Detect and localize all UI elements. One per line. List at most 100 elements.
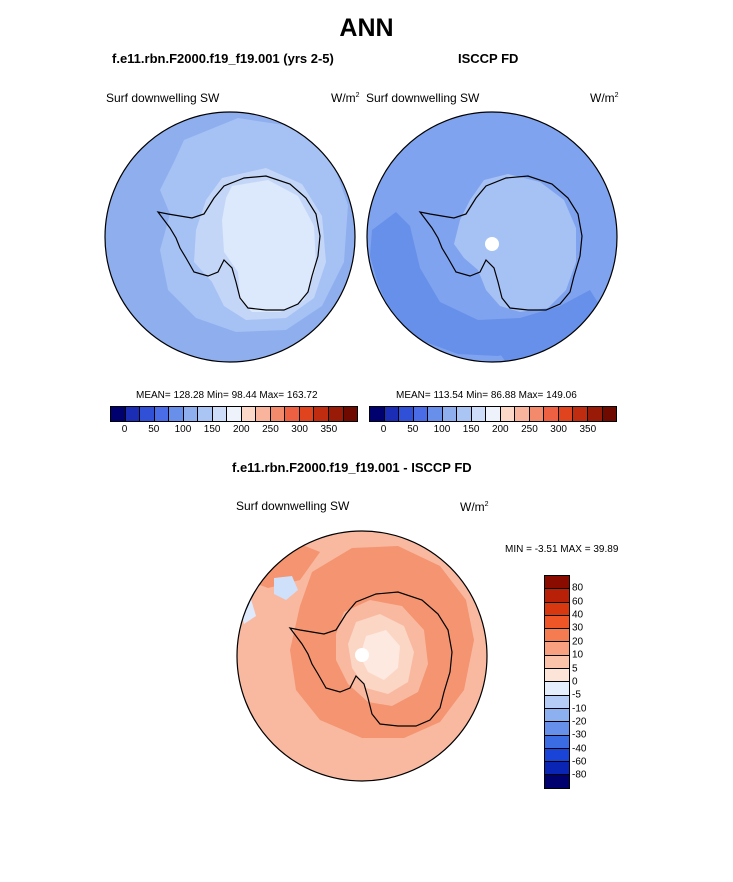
model-colorbar-swatch (111, 407, 126, 421)
obs-colorbar-swatch (370, 407, 385, 421)
obs-colorbar-swatch (413, 407, 429, 421)
model-colorbar-ticks: 0 50 100 150 200 250 300 350 (110, 424, 356, 438)
obs-colorbar-swatch (602, 407, 617, 421)
model-colorbar-swatch (198, 407, 213, 421)
diff-colorbar-swatch (545, 576, 569, 590)
model-colorbar-swatch (299, 407, 315, 421)
obs-colorbar-tick-label: 350 (579, 424, 597, 435)
diff-center-whitish (360, 630, 400, 680)
diff-colorbar-level-label: 20 (572, 636, 584, 648)
obs-colorbar-swatch (573, 407, 588, 421)
obs-colorbar-tick-label: 250 (521, 424, 538, 435)
diff-colorbar-swatch (545, 615, 569, 630)
diff-neg-patch (274, 576, 298, 600)
model-colorbar-tick-label: 350 (320, 424, 338, 435)
model-coastline (156, 175, 321, 311)
diff-colorbar-level-label: -5 (572, 689, 581, 701)
diff-colorbar-level-label: -30 (572, 729, 587, 741)
model-variable-label: Surf downwelling SW (106, 91, 220, 105)
obs-colorbar-swatch (486, 407, 501, 421)
figure-title: ANN (339, 14, 394, 42)
diff-colorbar-level-label: 40 (572, 609, 584, 621)
obs-colorbar-swatch (471, 407, 487, 421)
diff-colorbar-swatch (545, 735, 569, 749)
diff-colorbar (544, 575, 570, 789)
model-colorbar-swatch (256, 407, 271, 421)
model-colorbar-swatch (270, 407, 286, 421)
obs-colorbar-tick-label: 50 (407, 424, 419, 435)
obs-colorbar (369, 406, 617, 422)
diff-pole-hole (355, 648, 369, 662)
diff-units-label: W/m2 (460, 500, 489, 514)
model-colorbar-swatch (154, 407, 170, 421)
diff-colorbar-swatch (545, 629, 569, 643)
model-colorbar-swatch (328, 407, 344, 421)
diff-colorbar-swatch (545, 589, 569, 603)
obs-colorbar-swatch (442, 407, 458, 421)
obs-coastline (418, 175, 583, 311)
diff-colorbar-swatch (545, 708, 569, 723)
diff-colorbar-swatch (545, 695, 569, 709)
obs-units-label: W/m2 (590, 91, 619, 105)
diff-colorbar-level-label: 10 (572, 649, 584, 661)
obs-colorbar-swatch (399, 407, 414, 421)
diff-colorbar-swatch (545, 642, 569, 656)
diff-colorbar-swatch (545, 602, 569, 616)
diff-colorbar-swatch (545, 655, 569, 670)
diff-colorbar-swatch (545, 722, 569, 736)
obs-colorbar-tick-label: 0 (380, 424, 387, 435)
model-panel-title: f.e11.rbn.F2000.f19_f19.001 (yrs 2-5) (112, 51, 334, 66)
obs-colorbar-swatch (428, 407, 443, 421)
model-stats: MEAN= 128.28 Min= 98.44 Max= 163.72 (136, 390, 318, 401)
diff-panel-title: f.e11.rbn.F2000.f19_f19.001 - ISCCP FD (232, 460, 472, 475)
obs-dark-band (370, 212, 600, 356)
obs-colorbar-swatch (544, 407, 559, 421)
obs-colorbar-ticks: 0 50 100 150 200 250 300 350 (369, 424, 615, 438)
model-colorbar-swatch (212, 407, 228, 421)
obs-colorbar-tick-label: 100 (433, 424, 451, 435)
model-colorbar-tick-label: 100 (174, 424, 192, 435)
obs-colorbar-swatch (500, 407, 516, 421)
model-colorbar-swatch (314, 407, 329, 421)
diff-colorbar-swatch (545, 762, 569, 776)
model-colorbar-swatch (183, 407, 199, 421)
diff-colorbar-swatch (545, 669, 569, 683)
obs-colorbar-tick-label: 200 (491, 424, 509, 435)
obs-colorbar-swatch (558, 407, 574, 421)
diff-colorbar-level-label: 30 (572, 622, 584, 634)
model-colorbar-swatch (285, 407, 300, 421)
diff-colorbar-swatch (545, 775, 569, 788)
model-colorbar-tick-label: 200 (232, 424, 250, 435)
diff-colorbar-level-label: -80 (572, 769, 587, 781)
obs-colorbar-swatch (529, 407, 545, 421)
obs-dark-band-2 (494, 316, 598, 362)
obs-colorbar-swatch (515, 407, 530, 421)
diff-colorbar-level-label: -20 (572, 716, 587, 728)
model-colorbar-swatch (241, 407, 257, 421)
obs-light-region (454, 174, 576, 312)
obs-colorbar-tick-label: 300 (550, 424, 567, 435)
obs-panel-title: ISCCP FD (458, 51, 519, 66)
diff-colorbar-level-label: -10 (572, 703, 587, 715)
diff-colorbar-level-label: 60 (572, 596, 584, 608)
model-colorbar-swatch (169, 407, 184, 421)
diff-colorbar-level-label: 5 (572, 663, 578, 675)
obs-variable-label: Surf downwelling SW (366, 91, 480, 105)
model-land-inner (222, 180, 316, 312)
diff-variable-label: Surf downwelling SW (236, 499, 350, 513)
obs-pole-hole (485, 237, 499, 251)
model-colorbar-tick-label: 300 (291, 424, 308, 435)
obs-stats: MEAN= 113.54 Min= 86.88 Max= 149.06 (396, 390, 577, 401)
diff-colorbar-level-label: -60 (572, 756, 587, 768)
model-colorbar-swatch (343, 407, 358, 421)
model-colorbar-tick-label: 150 (203, 424, 221, 435)
diff-orange-northwest (252, 544, 320, 588)
diff-colorbar-swatch (545, 748, 569, 763)
model-colorbar-tick-label: 250 (262, 424, 279, 435)
obs-colorbar-swatch (457, 407, 472, 421)
diff-coastline (288, 591, 453, 727)
model-colorbar-tick-label: 50 (148, 424, 160, 435)
